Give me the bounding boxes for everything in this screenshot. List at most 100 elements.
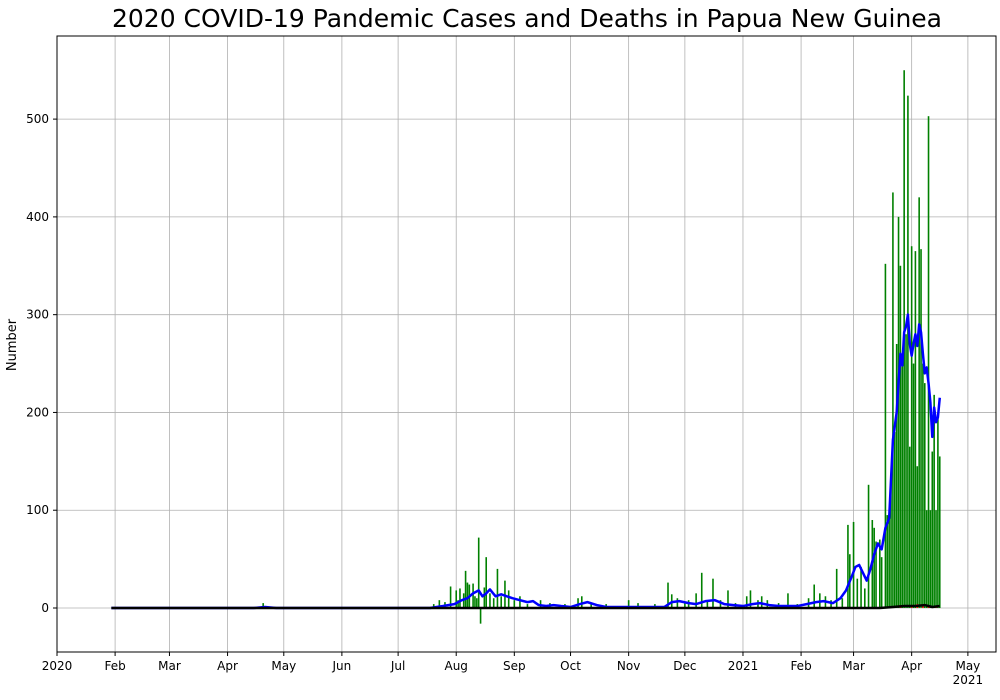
daily-bar [892,192,894,608]
daily-bar [492,598,495,608]
daily-bar [856,578,859,608]
daily-bar [500,596,502,608]
daily-bar [938,456,941,608]
daily-bar [580,596,583,608]
daily-bar [890,483,892,608]
daily-bar [922,606,924,608]
daily-bar [864,588,866,608]
daily-bar [449,586,452,608]
x-tick-label: Nov [617,659,640,673]
daily-bar [937,412,939,608]
y-axis-label: Number [5,318,20,371]
x-tick-sublabel: 2021 [953,673,984,687]
daily-bar [485,557,488,608]
x-tick-label: Mar [158,659,181,673]
x-tick-label: Jun [332,659,352,673]
daily-bar [925,510,928,608]
x-tick-label: Oct [560,659,581,673]
x-axis: 2020 Feb Mar Apr May Jun Jul Aug Sep Oct Nov Dec 202… [42,652,983,687]
daily-bar [901,363,904,608]
daily-bar [476,598,478,608]
x-tick-label: Jul [390,659,405,673]
daily-bar [933,394,935,608]
daily-bar [466,582,469,608]
daily-bar [477,537,480,608]
daily-bar [457,600,459,608]
daily-bar [916,466,919,608]
plot-area-frame [56,35,997,653]
daily-bar [483,587,486,608]
x-tick-label: Aug [444,659,467,673]
x-tick-label: Feb [104,659,125,673]
daily-bar [923,383,926,608]
daily-bar [455,590,458,608]
daily-bar [676,598,679,608]
x-tick-label: Apr [901,659,922,673]
daily-bar [920,249,922,608]
daily-bar [513,600,516,608]
daily-bar [880,557,883,608]
daily-bar [830,600,832,608]
daily-bar [908,446,911,608]
x-tick-label: May [955,659,980,673]
daily-bar [852,521,855,608]
daily-bar [459,588,461,608]
chart-marks [111,70,942,624]
daily-bar [910,246,913,608]
daily-bar [873,527,875,608]
daily-bar [496,568,499,608]
x-tick-label: 2021 [728,659,759,673]
daily-bar [507,590,510,608]
daily-bar [835,568,838,608]
daily-bar [712,578,714,608]
daily-bar [897,216,900,608]
daily-bar [893,432,896,608]
daily-bar [884,263,887,608]
daily-bar [464,570,467,608]
x-tick-label: Sep [503,659,526,673]
daily-bar [899,265,902,608]
x-tick-label: Feb [790,659,811,673]
x-tick-label: Mar [842,659,865,673]
daily-bar [914,251,917,608]
daily-bar [760,596,763,608]
average-line [111,603,940,610]
y-axis: 0 100 200 300 400 500 [26,112,57,615]
daily-bar [787,593,789,608]
daily-bar [479,608,482,624]
daily-bar [684,602,686,608]
y-tick-label: 400 [26,210,49,224]
daily-bar [637,603,639,608]
daily-bar [927,116,930,608]
daily-bar [727,590,729,608]
daily-bar [667,582,669,608]
daily-bar [627,600,630,608]
daily-bar [886,515,889,608]
daily-bar [590,603,592,608]
daily-bar [706,600,709,608]
y-tick-label: 300 [26,308,49,322]
daily-bar [912,363,915,608]
daily-bar [841,598,844,608]
daily-bar [907,95,909,608]
daily-bar [474,596,476,608]
y-tick-label: 0 [41,601,49,615]
daily-bar [438,600,441,608]
y-tick-label: 100 [26,503,49,517]
daily-bar [700,572,703,608]
daily-bar [918,197,920,609]
daily-bar [577,598,579,608]
daily-bar [867,484,870,608]
x-tick-label: 2020 [42,659,73,673]
daily-bar [895,344,898,608]
daily-bar [472,583,474,608]
daily-bar [875,541,877,608]
daily-bar [929,510,932,608]
chart-title: 2020 COVID-19 Pandemic Cases and Deaths … [112,4,942,33]
x-tick-label: Dec [673,659,696,673]
average-line [111,313,942,610]
daily-bar [931,451,934,608]
daily-bar [526,604,529,608]
